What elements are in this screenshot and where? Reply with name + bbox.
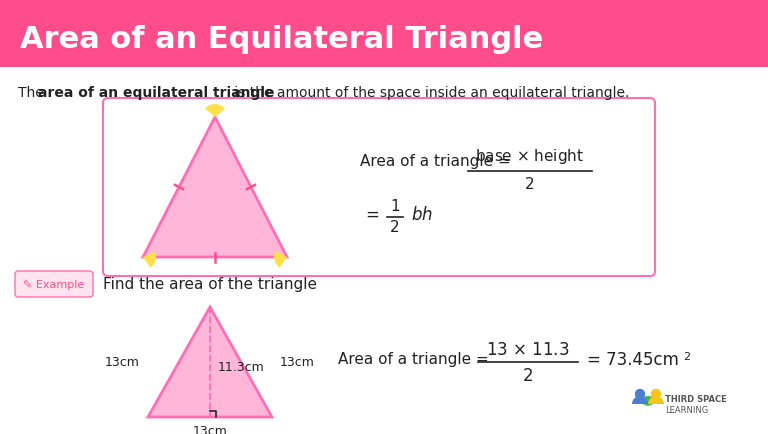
Wedge shape: [648, 396, 664, 404]
Text: 2: 2: [390, 220, 400, 235]
FancyBboxPatch shape: [0, 0, 768, 68]
Text: area of an equilateral triangle: area of an equilateral triangle: [38, 86, 274, 100]
Text: 2: 2: [523, 366, 533, 384]
Text: Find the area of the triangle: Find the area of the triangle: [103, 277, 317, 292]
Text: base $\times$ height: base $\times$ height: [475, 147, 584, 166]
Wedge shape: [632, 396, 648, 404]
Text: = 73.45cm: = 73.45cm: [587, 350, 679, 368]
Text: Area of a triangle =: Area of a triangle =: [360, 154, 511, 169]
Circle shape: [635, 390, 644, 398]
Text: 2: 2: [525, 177, 535, 192]
Polygon shape: [205, 105, 225, 118]
Text: 13cm: 13cm: [105, 356, 140, 368]
Text: 1: 1: [390, 199, 400, 214]
FancyBboxPatch shape: [103, 99, 655, 276]
Text: The: The: [18, 86, 48, 100]
Text: THIRD SPACE: THIRD SPACE: [665, 395, 727, 404]
Wedge shape: [639, 396, 657, 406]
Text: 2: 2: [683, 351, 690, 361]
Polygon shape: [143, 118, 287, 257]
Text: is the amount of the space inside an equilateral triangle.: is the amount of the space inside an equ…: [230, 86, 629, 100]
Polygon shape: [143, 252, 156, 268]
Text: $bh$: $bh$: [411, 206, 433, 224]
Polygon shape: [274, 251, 287, 268]
Circle shape: [651, 390, 660, 398]
Text: Area of a triangle =: Area of a triangle =: [338, 352, 488, 367]
Text: LEARNING: LEARNING: [665, 405, 708, 414]
FancyBboxPatch shape: [15, 271, 93, 297]
Text: =: =: [365, 206, 379, 224]
Text: ✎ Example: ✎ Example: [23, 279, 84, 289]
Text: 13cm: 13cm: [280, 356, 315, 368]
Text: 13cm: 13cm: [193, 424, 227, 434]
Text: Area of an Equilateral Triangle: Area of an Equilateral Triangle: [20, 26, 543, 54]
Text: 11.3cm: 11.3cm: [218, 361, 265, 374]
Text: 13 $\times$ 11.3: 13 $\times$ 11.3: [486, 340, 570, 358]
Polygon shape: [148, 307, 272, 417]
